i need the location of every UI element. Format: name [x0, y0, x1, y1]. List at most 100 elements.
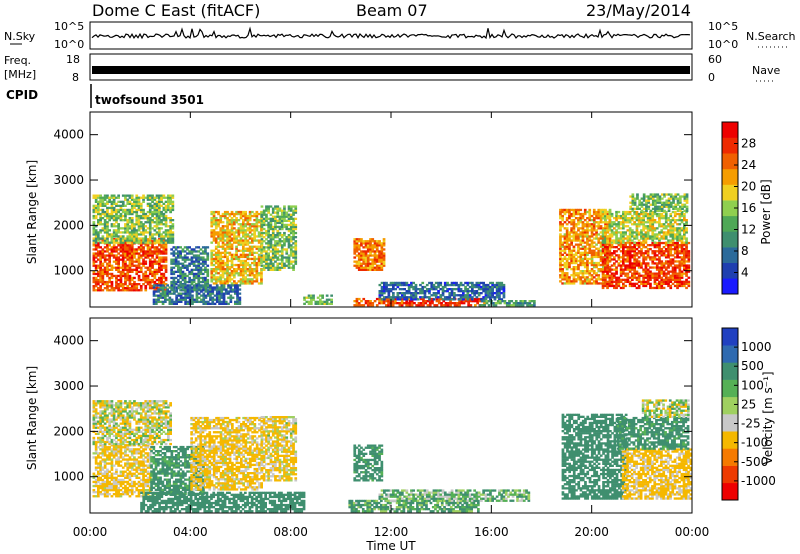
power-cell	[628, 229, 632, 232]
power-cell	[644, 282, 648, 285]
power-cell	[655, 258, 659, 261]
power-cell	[269, 258, 273, 261]
power-cell	[530, 304, 534, 307]
power-cell	[401, 281, 404, 285]
power-cell	[231, 296, 235, 299]
power-cell	[622, 217, 625, 220]
power-cell	[583, 276, 587, 279]
power-cell	[664, 244, 668, 247]
freq-tick-bottom: 8	[72, 71, 79, 84]
power-cell	[142, 196, 145, 199]
power-cell	[179, 289, 182, 292]
power-cell	[615, 286, 618, 290]
power-cell	[103, 204, 107, 207]
power-cell	[613, 272, 616, 275]
power-cell	[92, 214, 96, 218]
power-cell	[212, 259, 216, 263]
power-cell	[144, 280, 148, 284]
power-cell	[604, 210, 607, 214]
power-cell	[101, 268, 105, 271]
power-cell	[403, 281, 406, 285]
power-cell	[622, 250, 625, 253]
power-cell	[144, 256, 148, 259]
power-cell	[169, 233, 172, 236]
power-cell	[680, 258, 684, 261]
power-cell	[172, 272, 176, 276]
power-cell	[106, 210, 109, 214]
power-cell	[563, 249, 567, 252]
power-cell	[244, 247, 247, 250]
power-cell	[146, 250, 150, 253]
power-cell	[604, 248, 607, 251]
power-cell	[260, 270, 263, 273]
power-cell	[615, 250, 618, 253]
power-cell	[172, 252, 176, 255]
power-cell	[403, 298, 406, 301]
power-cell	[108, 212, 111, 216]
power-cell	[588, 219, 592, 222]
power-cell	[371, 266, 375, 269]
power-cell	[162, 206, 166, 210]
power-cell	[103, 231, 107, 234]
power-cell	[523, 300, 527, 303]
power-cell	[130, 225, 134, 228]
power-cell	[181, 276, 185, 280]
power-cell	[468, 296, 472, 299]
power-cell	[602, 208, 605, 212]
power-cell	[658, 262, 661, 265]
power-cell	[233, 237, 236, 240]
power-cell	[369, 242, 372, 245]
power-cell	[101, 274, 105, 278]
power-cell	[595, 272, 598, 275]
power-cell	[640, 280, 643, 283]
power-cell	[230, 282, 234, 285]
power-cell	[204, 262, 207, 265]
power-cell	[646, 244, 650, 247]
power-cell	[360, 250, 363, 253]
power-cell	[568, 278, 571, 281]
power-cell	[110, 200, 114, 203]
power-cell	[685, 280, 688, 283]
power-cell	[170, 260, 173, 263]
power-cell	[239, 210, 243, 214]
power-cell	[328, 302, 331, 305]
power-cell	[278, 244, 282, 247]
power-cell	[144, 241, 148, 244]
power-cell	[244, 223, 247, 226]
power-cell	[173, 300, 176, 303]
power-cell	[201, 264, 205, 267]
power-data-cells	[92, 193, 691, 307]
power-cell	[155, 289, 159, 292]
power-cell	[294, 205, 298, 208]
power-cell	[613, 264, 616, 267]
power-cell	[595, 280, 598, 283]
power-cell	[419, 288, 422, 291]
power-cell	[209, 294, 212, 297]
power-cell	[528, 300, 532, 303]
power-cell	[94, 225, 98, 228]
power-cell	[559, 227, 562, 230]
power-cell	[572, 231, 576, 234]
power-cell	[394, 302, 397, 305]
power-cell	[119, 276, 123, 280]
power-cell	[588, 210, 592, 214]
power-cell	[103, 246, 107, 249]
power-cell	[202, 288, 206, 291]
power-cell	[466, 288, 470, 291]
power-cell	[269, 246, 273, 249]
power-cell	[217, 237, 220, 240]
power-cell	[276, 240, 280, 243]
power-cell	[177, 268, 180, 271]
power-cell	[146, 219, 150, 222]
power-cell	[369, 240, 372, 243]
power-cell	[157, 288, 160, 291]
power-cell	[197, 268, 201, 271]
power-cell	[106, 212, 109, 216]
power-cell	[662, 280, 666, 283]
power-cell	[151, 287, 154, 290]
power-cell	[228, 219, 232, 222]
power-cell	[215, 288, 219, 291]
power-cell	[371, 250, 375, 253]
power-cell	[581, 223, 585, 226]
power-cell	[563, 272, 567, 275]
